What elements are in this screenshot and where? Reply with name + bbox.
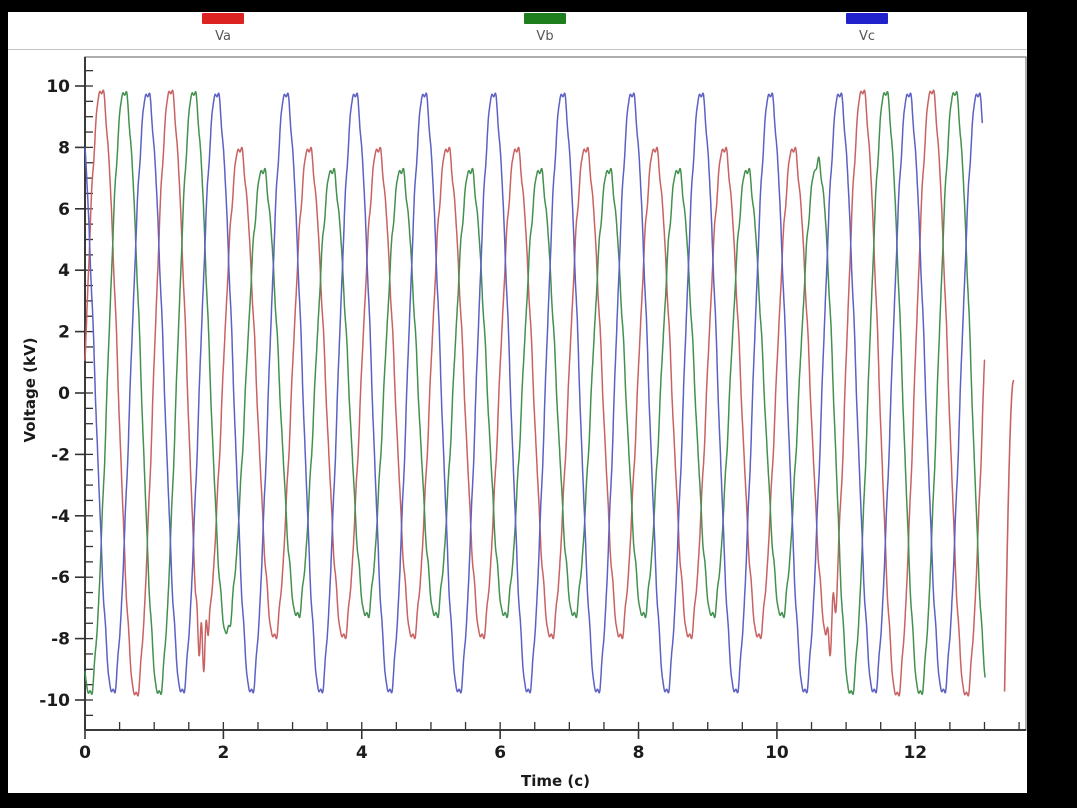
y-tick-label: 10: [46, 77, 70, 97]
y-tick-label: 2: [58, 323, 70, 343]
chart-canvas: -10 -8 -6 -4 -2 0 2 4 6 8 10 0 2 4 6 8 10 12: [39, 56, 1027, 763]
series-va-line: [84, 89, 986, 697]
y-tick-label: 0: [58, 384, 70, 404]
series-vc-line: [84, 92, 984, 694]
x-tick-label: 8: [633, 743, 645, 763]
y-tick-label: -6: [51, 568, 70, 588]
legend-item-va: Va: [183, 12, 263, 43]
legend-item-vb: Vb: [505, 12, 585, 43]
x-tick-label: 4: [356, 743, 368, 763]
legend-label-vb: Vb: [536, 29, 554, 44]
legend-item-vc: Vc: [827, 12, 907, 43]
x-tick-label: 10: [765, 743, 789, 763]
series-vb-line: [84, 91, 986, 695]
legend-label-vc: Vc: [858, 29, 876, 44]
x-tick-label: 12: [903, 743, 927, 763]
legend-swatch-vc: [846, 13, 888, 24]
legend-swatch-va: [202, 13, 244, 24]
y-tick-label: -2: [51, 445, 70, 465]
y-tick-label: 6: [58, 200, 70, 220]
y-axis-title: Voltage (kV): [21, 337, 39, 443]
y-tick-label: -10: [39, 691, 70, 711]
y-tick-label: -8: [51, 630, 70, 650]
x-axis-title: Time (c): [520, 772, 590, 790]
y-tick-label: 4: [58, 261, 70, 281]
legend-label-va: Va: [215, 29, 231, 44]
y-tick-label: -4: [51, 507, 70, 527]
x-tick-label: 2: [217, 743, 229, 763]
x-tick-label: 6: [494, 743, 506, 763]
chart-panel: Va Vb Vc -10 -8 -6 -4 -2 0 2 4 6 8 10 0 2 4 6 8 10 12 Vol…: [8, 12, 1027, 793]
y-tick-label: 8: [58, 138, 70, 158]
legend-divider: [8, 49, 1027, 50]
series-va-tail-segment: [1003, 379, 1015, 692]
x-tick-label: 0: [79, 743, 91, 763]
legend-swatch-vb: [524, 13, 566, 24]
